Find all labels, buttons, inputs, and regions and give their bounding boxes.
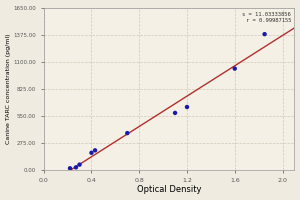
Point	[184, 105, 189, 109]
Y-axis label: Canine TARC concentration (pg/ml): Canine TARC concentration (pg/ml)	[6, 34, 10, 144]
Point	[232, 67, 237, 70]
Point	[125, 132, 130, 135]
Point	[93, 149, 98, 152]
Point	[74, 166, 78, 169]
Point	[89, 151, 94, 154]
Point	[173, 111, 178, 115]
Text: s = 11.03333856
r = 0.99987155: s = 11.03333856 r = 0.99987155	[242, 12, 291, 23]
Point	[68, 167, 72, 170]
X-axis label: Optical Density: Optical Density	[137, 185, 201, 194]
Point	[77, 163, 82, 166]
Point	[262, 33, 267, 36]
